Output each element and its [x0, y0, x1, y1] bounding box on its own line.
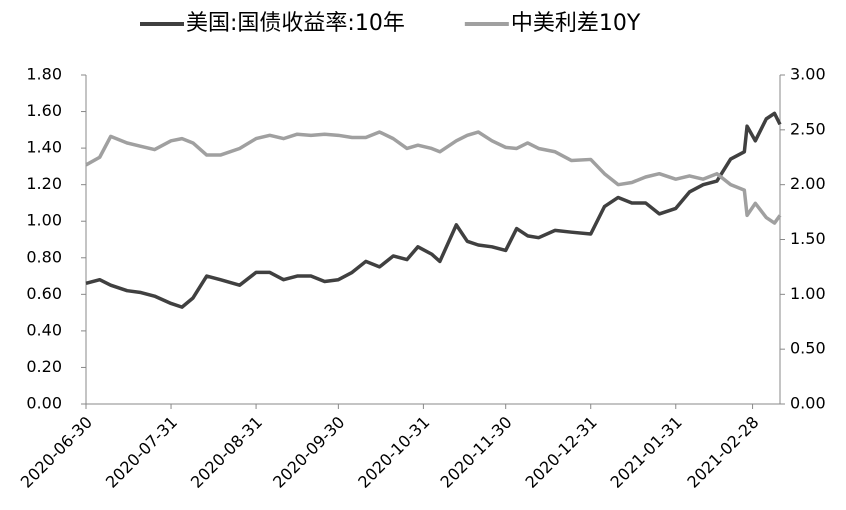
y-tick-label: 1.00 — [26, 211, 62, 230]
y-tick-label: 0.20 — [26, 357, 62, 376]
legend-label: 美国:国债收益率:10年 — [186, 11, 405, 36]
legend: 美国:国债收益率:10年 中美利差10Y — [140, 11, 641, 36]
x-tick-label: 2021-02-28 — [683, 413, 762, 492]
y-tick-label: 1.80 — [26, 65, 62, 84]
y-tick-label: 1.60 — [26, 101, 62, 120]
x-tick-label: 2020-10-31 — [354, 413, 433, 492]
x-tick-label: 2020-12-31 — [522, 413, 601, 492]
y2-tick-label: 2.50 — [790, 119, 826, 138]
y-tick-label: 1.40 — [26, 138, 62, 157]
y-tick-label: 0.40 — [26, 320, 62, 339]
y2-tick-label: 2.00 — [790, 174, 826, 193]
series-line — [85, 130, 782, 225]
x-tick-label: 2020-07-31 — [102, 413, 181, 492]
y-tick-label: 0.60 — [26, 284, 62, 303]
x-tick-label: 2020-11-30 — [437, 413, 516, 492]
legend-label: 中美利差10Y — [511, 11, 641, 36]
series-line — [85, 111, 782, 309]
y2-tick-label: 1.00 — [790, 284, 826, 303]
x-tick-label: 2021-01-31 — [607, 413, 686, 492]
x-tick-label: 2020-08-31 — [187, 413, 266, 492]
y2-tick-label: 1.50 — [790, 229, 826, 248]
y-tick-label: 0.80 — [26, 247, 62, 266]
y-tick-label: 1.20 — [26, 174, 62, 193]
y2-tick-label: 0.00 — [790, 394, 826, 413]
y2-tick-label: 0.50 — [790, 339, 826, 358]
y2-tick-label: 3.00 — [790, 65, 826, 84]
x-tick-label: 2020-09-30 — [269, 413, 348, 492]
y-tick-label: 0.00 — [26, 394, 62, 413]
x-tick-label: 2020-06-30 — [17, 413, 96, 492]
